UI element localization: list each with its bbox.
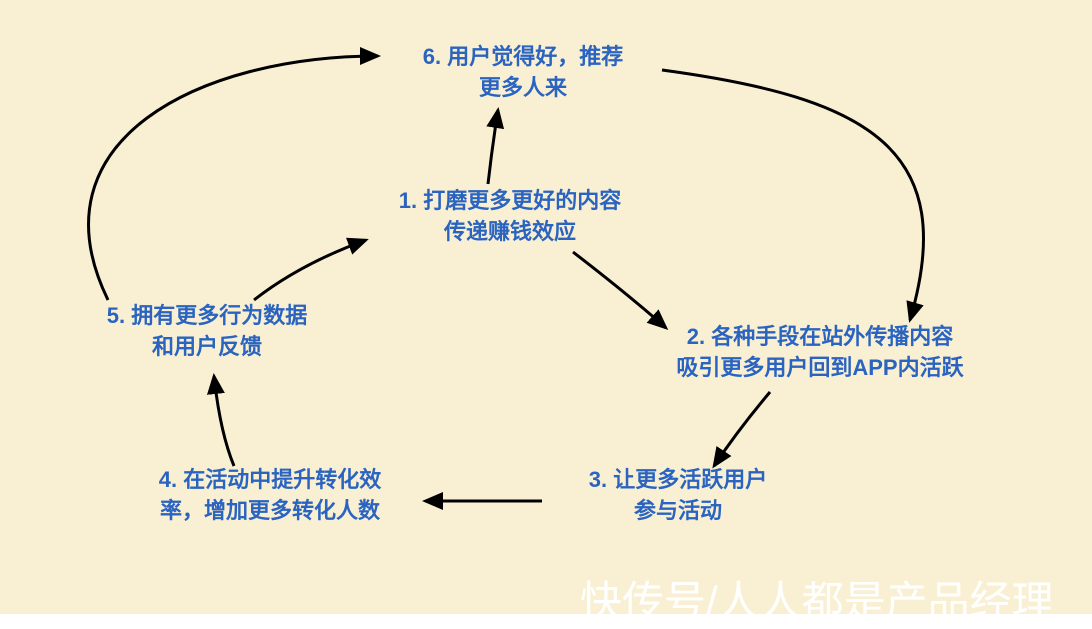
diagram-canvas: 1. 打磨更多更好的内容 传递赚钱效应 2. 各种手段在站外传播内容 吸引更多用户… bbox=[0, 0, 1092, 614]
edge-n1-n2 bbox=[573, 252, 666, 328]
node-n2: 2. 各种手段在站外传播内容 吸引更多用户回到APP内活跃 bbox=[630, 322, 1010, 384]
edge-n6-n2 bbox=[662, 70, 924, 320]
edge-n2-n3 bbox=[714, 392, 770, 466]
node-n1: 1. 打磨更多更好的内容 传递赚钱效应 bbox=[350, 186, 670, 248]
edge-n5-n6 bbox=[89, 56, 378, 300]
edge-n5-n1 bbox=[254, 240, 366, 300]
edge-n1-n6 bbox=[488, 110, 498, 184]
node-n5: 5. 拥有更多行为数据 和用户反馈 bbox=[67, 301, 347, 363]
node-n4: 4. 在活动中提升转化效 率，增加更多转化人数 bbox=[120, 465, 420, 527]
node-n6: 6. 用户觉得好，推荐 更多人来 bbox=[383, 42, 663, 104]
node-n3: 3. 让更多活跃用户 参与活动 bbox=[548, 465, 808, 527]
edge-n4-n5 bbox=[214, 376, 234, 466]
watermark-text: 快传号/人人都是产品经理 bbox=[580, 568, 1054, 629]
